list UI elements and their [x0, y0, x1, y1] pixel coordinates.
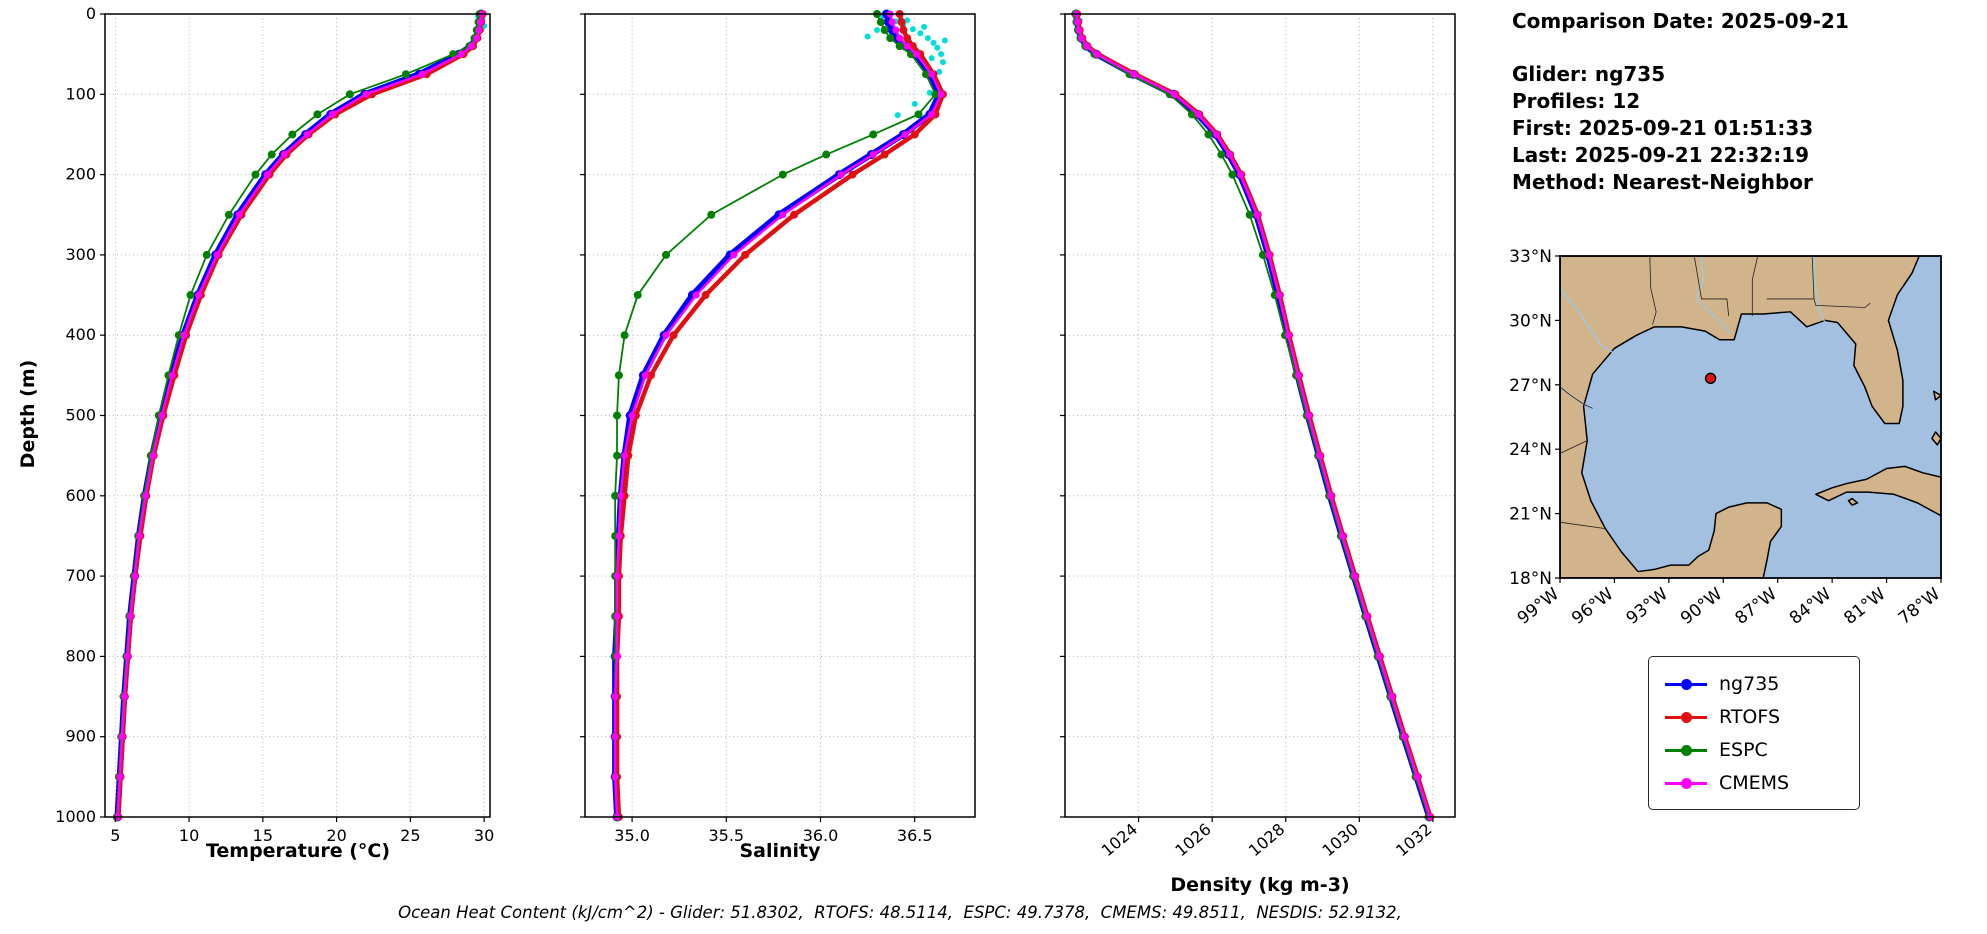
svg-text:25: 25: [400, 826, 420, 845]
svg-text:99°W: 99°W: [1514, 584, 1563, 629]
first-profile-time-text: First: 2025-09-21 01:51:33: [1512, 116, 1814, 140]
legend-item-espc: ESPC: [1665, 733, 1843, 766]
svg-text:1026: 1026: [1171, 820, 1214, 861]
svg-text:27°N: 27°N: [1509, 376, 1552, 396]
svg-text:35.5: 35.5: [708, 826, 744, 845]
svg-text:1000: 1000: [55, 807, 96, 826]
svg-text:21°N: 21°N: [1509, 505, 1552, 525]
svg-text:30°N: 30°N: [1509, 311, 1552, 331]
svg-text:36.5: 36.5: [897, 826, 933, 845]
svg-text:900: 900: [65, 727, 96, 746]
legend: ng735 RTOFS ESPC CMEMS: [1648, 656, 1860, 810]
svg-text:800: 800: [65, 646, 96, 665]
svg-text:1030: 1030: [1319, 820, 1362, 861]
svg-text:5: 5: [110, 826, 120, 845]
svg-text:15: 15: [253, 826, 273, 845]
svg-text:700: 700: [65, 566, 96, 585]
svg-text:35.0: 35.0: [614, 826, 650, 845]
svg-text:33°N: 33°N: [1509, 247, 1552, 267]
svg-text:18°N: 18°N: [1509, 569, 1552, 589]
legend-label: ng735: [1719, 672, 1780, 695]
svg-text:1024: 1024: [1098, 820, 1141, 861]
svg-text:78°W: 78°W: [1895, 584, 1944, 629]
svg-text:20: 20: [326, 826, 346, 845]
ocean-heat-content-summary: Ocean Heat Content (kJ/cm^2) - Glider: 5…: [398, 903, 1402, 922]
legend-line-marker-icon: [1665, 677, 1707, 691]
legend-line-marker-icon: [1665, 743, 1707, 757]
salinity-profile-plot: 35.0 35.5 36.0 36.5: [580, 9, 976, 845]
method-text: Method: Nearest-Neighbor: [1512, 170, 1813, 194]
svg-text:84°W: 84°W: [1786, 584, 1835, 629]
svg-text:90°W: 90°W: [1677, 584, 1726, 629]
legend-label: ESPC: [1719, 738, 1768, 761]
svg-text:600: 600: [65, 486, 96, 505]
svg-text:500: 500: [65, 406, 96, 425]
legend-label: RTOFS: [1719, 705, 1781, 728]
temperature-axis-label: Temperature (°C): [205, 840, 391, 862]
svg-text:300: 300: [65, 245, 96, 264]
salinity-axis-label: Salinity: [739, 840, 821, 862]
legend-label: CMEMS: [1719, 771, 1790, 794]
svg-text:200: 200: [65, 165, 96, 184]
svg-text:0: 0: [86, 4, 96, 23]
glider-name-text: Glider: ng735: [1512, 62, 1666, 86]
svg-text:36.0: 36.0: [803, 826, 839, 845]
legend-item-ng735: ng735: [1665, 667, 1843, 700]
last-profile-time-text: Last: 2025-09-21 22:32:19: [1512, 143, 1810, 167]
gulf-of-mexico-map: 33°N 30°N 27°N 24°N 21°N 18°N99°W 96°W 93°W 90°W…: [1509, 247, 1944, 629]
svg-text:30: 30: [474, 826, 494, 845]
density-profile-plot: 1024 1026 1028 1030 1032: [1060, 9, 1456, 861]
svg-text:87°W: 87°W: [1731, 584, 1780, 629]
depth-axis-label: Depth (m): [17, 359, 39, 469]
comparison-date-text: Comparison Date: 2025-09-21: [1512, 9, 1849, 33]
info-panel: Comparison Date: 2025-09-21 Glider: ng73…: [1512, 8, 1982, 196]
svg-text:1028: 1028: [1245, 820, 1288, 861]
svg-text:24°N: 24°N: [1509, 440, 1552, 460]
legend-line-marker-icon: [1665, 776, 1707, 790]
svg-text:10: 10: [179, 826, 199, 845]
legend-item-rtofs: RTOFS: [1665, 700, 1843, 733]
svg-text:96°W: 96°W: [1568, 584, 1617, 629]
svg-text:400: 400: [65, 325, 96, 344]
legend-line-marker-icon: [1665, 710, 1707, 724]
density-axis-label: Density (kg m-3): [1170, 874, 1350, 896]
profiles-count-text: Profiles: 12: [1512, 89, 1641, 113]
legend-item-cmems: CMEMS: [1665, 766, 1843, 799]
svg-text:81°W: 81°W: [1840, 584, 1889, 629]
svg-text:1032: 1032: [1392, 820, 1435, 861]
svg-text:100: 100: [65, 84, 96, 103]
temperature-profile-plot: 5 10 15 20 25 3001002003004005006007008009001…: [55, 4, 494, 845]
svg-text:93°W: 93°W: [1623, 584, 1672, 629]
